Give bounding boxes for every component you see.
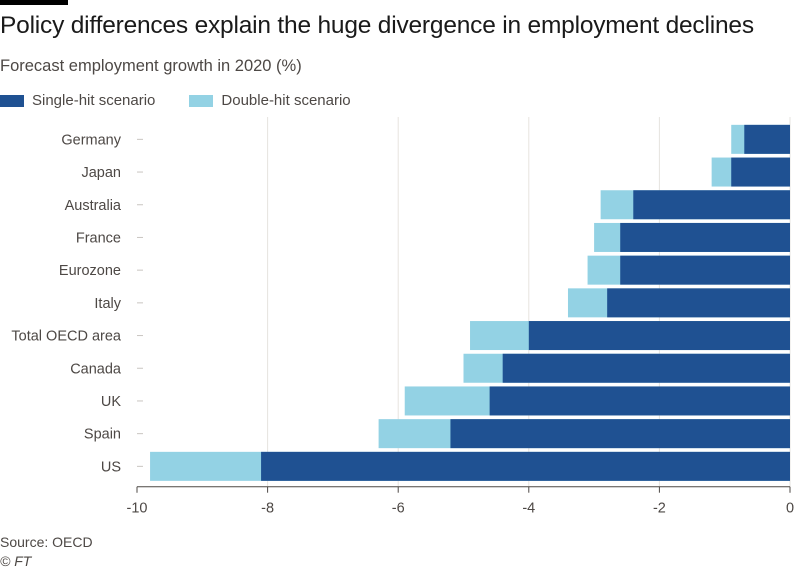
bar-single-hit xyxy=(744,124,790,154)
x-tick-label: -4 xyxy=(522,501,535,517)
legend-item-single-hit: Single-hit scenario xyxy=(0,92,155,109)
category-label: Spain xyxy=(84,427,121,443)
x-tick-label: -10 xyxy=(127,501,148,517)
legend-label-double-hit: Double-hit scenario xyxy=(221,92,351,109)
source-note: Source: OECD xyxy=(0,534,93,550)
category-label: Italy xyxy=(94,296,121,312)
bar-single-hit xyxy=(620,255,790,285)
chart-title: Policy differences explain the huge dive… xyxy=(0,12,754,39)
category-label: Germany xyxy=(61,132,121,148)
copyright-note: © FT xyxy=(0,553,32,569)
x-tick-label: -8 xyxy=(261,501,274,517)
category-label: Total OECD area xyxy=(11,329,122,345)
legend: Single-hit scenario Double-hit scenario xyxy=(0,92,385,109)
bar-single-hit xyxy=(528,321,790,351)
category-label: UK xyxy=(101,394,121,410)
category-label: France xyxy=(76,230,121,246)
category-label: US xyxy=(101,459,121,475)
bar-single-hit xyxy=(620,222,790,252)
category-label: Canada xyxy=(70,361,122,377)
bar-single-hit xyxy=(633,190,790,220)
x-tick-label: -2 xyxy=(653,501,666,517)
bar-single-hit xyxy=(731,157,790,187)
legend-label-single-hit: Single-hit scenario xyxy=(32,92,156,109)
x-tick-label: -6 xyxy=(392,501,405,517)
chart-subtitle: Forecast employment growth in 2020 (%) xyxy=(0,57,302,75)
brand-bar xyxy=(0,0,68,5)
legend-swatch-double-hit xyxy=(189,94,214,107)
bar-single-hit xyxy=(261,451,790,481)
category-label: Eurozone xyxy=(59,263,121,279)
bar-single-hit xyxy=(489,386,790,416)
bar-chart: Germany Japan Australia France Eurozone Italy… xyxy=(11,117,794,517)
bar-single-hit xyxy=(607,288,790,318)
category-label: Japan xyxy=(81,165,121,181)
category-label: Australia xyxy=(65,198,122,214)
legend-swatch-single-hit xyxy=(0,94,24,107)
x-tick-label: 0 xyxy=(786,501,794,517)
legend-item-double-hit: Double-hit scenario xyxy=(189,92,351,109)
bar-single-hit xyxy=(502,353,790,383)
bar-single-hit xyxy=(450,419,790,449)
